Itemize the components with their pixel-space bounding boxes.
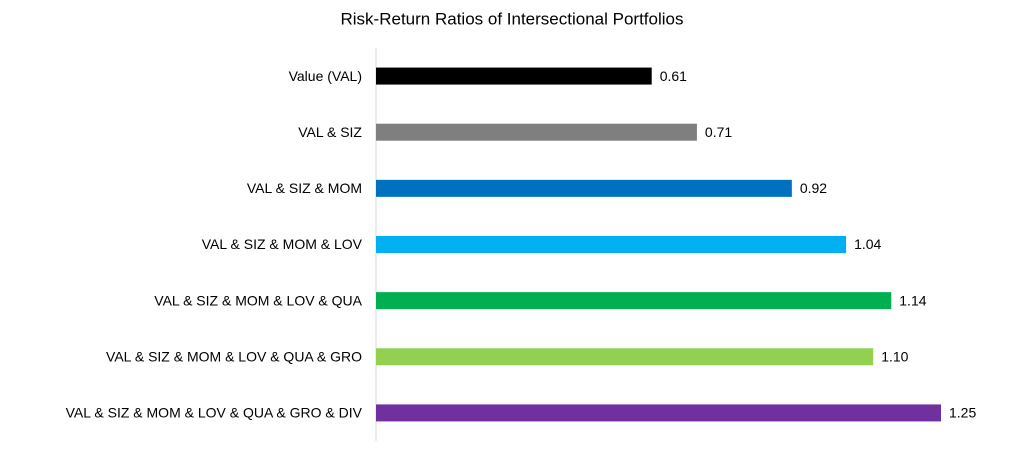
category-label: VAL & SIZ & MOM & LOV & QUA [154, 292, 362, 308]
category-label: VAL & SIZ & MOM & LOV & QUA & GRO [106, 348, 362, 364]
data-label: 0.92 [800, 180, 827, 196]
bar [376, 348, 874, 366]
category-label: VAL & SIZ & MOM [247, 180, 362, 196]
chart-title: Risk-Return Ratios of Intersectional Por… [341, 9, 684, 28]
bar [376, 292, 892, 310]
bar [376, 179, 792, 197]
bar [376, 67, 652, 85]
data-label: 1.10 [881, 348, 908, 364]
category-label: VAL & SIZ & MOM & LOV [202, 236, 363, 252]
data-label: 1.14 [899, 292, 926, 308]
bar [376, 236, 847, 253]
data-label: 1.25 [949, 405, 976, 421]
data-label: 0.61 [660, 68, 687, 84]
bar [376, 404, 941, 422]
bar [376, 123, 697, 141]
data-label: 1.04 [854, 236, 881, 252]
category-label: VAL & SIZ & MOM & LOV & QUA & GRO & DIV [66, 405, 363, 421]
category-label: Value (VAL) [289, 68, 362, 84]
category-label: VAL & SIZ [298, 124, 362, 140]
data-label: 0.71 [705, 124, 732, 140]
